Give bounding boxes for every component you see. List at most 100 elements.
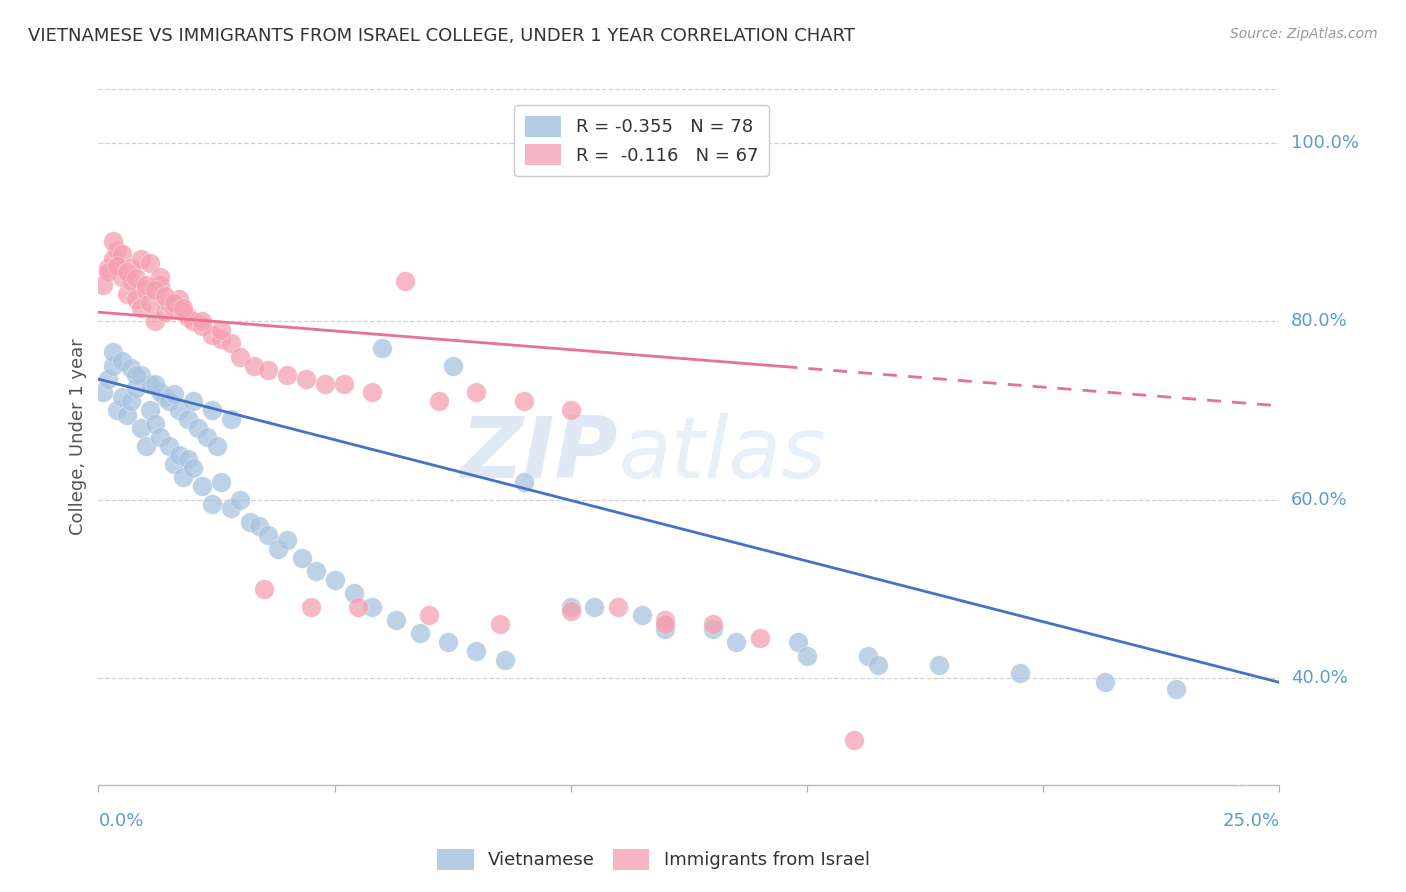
Point	[97, 265, 120, 279]
Point	[97, 260, 120, 275]
Point	[342, 586, 364, 600]
Point	[465, 644, 488, 658]
Point	[361, 599, 384, 614]
Point	[129, 252, 152, 266]
Point	[177, 412, 200, 426]
Point	[437, 635, 460, 649]
Point	[253, 582, 276, 596]
Point	[139, 256, 162, 270]
Point	[121, 360, 143, 375]
Point	[129, 368, 152, 382]
Point	[191, 318, 214, 333]
Point	[125, 271, 148, 285]
Point	[725, 635, 748, 649]
Point	[105, 403, 128, 417]
Point	[201, 327, 224, 342]
Point	[219, 501, 242, 516]
Point	[149, 278, 172, 293]
Point	[465, 385, 488, 400]
Point	[149, 269, 172, 284]
Point	[149, 385, 172, 400]
Point	[143, 417, 166, 431]
Point	[928, 657, 950, 672]
Point	[91, 385, 114, 400]
Point	[111, 247, 134, 261]
Point	[157, 394, 180, 409]
Point	[143, 283, 166, 297]
Text: 25.0%: 25.0%	[1222, 812, 1279, 830]
Point	[115, 408, 138, 422]
Point	[560, 604, 582, 618]
Point	[201, 497, 224, 511]
Point	[1230, 787, 1253, 801]
Point	[105, 259, 128, 273]
Text: 80.0%: 80.0%	[1291, 312, 1347, 330]
Text: VIETNAMESE VS IMMIGRANTS FROM ISRAEL COLLEGE, UNDER 1 YEAR CORRELATION CHART: VIETNAMESE VS IMMIGRANTS FROM ISRAEL COL…	[28, 27, 855, 45]
Point	[243, 359, 266, 373]
Point	[163, 296, 186, 310]
Point	[139, 296, 162, 310]
Point	[441, 359, 464, 373]
Point	[157, 296, 180, 310]
Point	[654, 617, 676, 632]
Point	[560, 403, 582, 417]
Point	[607, 599, 630, 614]
Point	[191, 314, 214, 328]
Point	[172, 301, 194, 315]
Point	[205, 439, 228, 453]
Point	[181, 461, 204, 475]
Point	[299, 599, 322, 614]
Y-axis label: College, Under 1 year: College, Under 1 year	[69, 339, 87, 535]
Point	[101, 234, 124, 248]
Point	[209, 332, 232, 346]
Point	[295, 372, 318, 386]
Point	[135, 278, 157, 293]
Point	[115, 265, 138, 279]
Point	[135, 439, 157, 453]
Point	[167, 448, 190, 462]
Point	[427, 394, 450, 409]
Point	[247, 519, 270, 533]
Point	[125, 368, 148, 382]
Point	[153, 289, 176, 303]
Point	[201, 403, 224, 417]
Point	[305, 564, 328, 578]
Point	[385, 613, 408, 627]
Point	[172, 470, 194, 484]
Text: 40.0%: 40.0%	[1291, 669, 1347, 687]
Point	[702, 622, 724, 636]
Point	[139, 403, 162, 417]
Point	[143, 376, 166, 391]
Point	[314, 376, 336, 391]
Point	[153, 305, 176, 319]
Point	[347, 599, 370, 614]
Point	[267, 541, 290, 556]
Point	[866, 657, 889, 672]
Point	[149, 430, 172, 444]
Point	[229, 350, 252, 364]
Point	[157, 439, 180, 453]
Point	[101, 252, 124, 266]
Point	[219, 336, 242, 351]
Text: 60.0%: 60.0%	[1291, 491, 1347, 508]
Point	[115, 287, 138, 301]
Point	[167, 403, 190, 417]
Point	[163, 387, 186, 401]
Point	[512, 475, 534, 489]
Point	[177, 310, 200, 324]
Point	[105, 243, 128, 257]
Point	[489, 617, 512, 632]
Point	[630, 608, 652, 623]
Point	[209, 475, 232, 489]
Point	[163, 457, 186, 471]
Point	[276, 533, 298, 547]
Point	[191, 479, 214, 493]
Point	[408, 626, 430, 640]
Point	[512, 394, 534, 409]
Point	[796, 648, 818, 663]
Point	[1008, 666, 1031, 681]
Point	[290, 550, 312, 565]
Point	[91, 278, 114, 293]
Point	[111, 269, 134, 284]
Point	[101, 345, 124, 359]
